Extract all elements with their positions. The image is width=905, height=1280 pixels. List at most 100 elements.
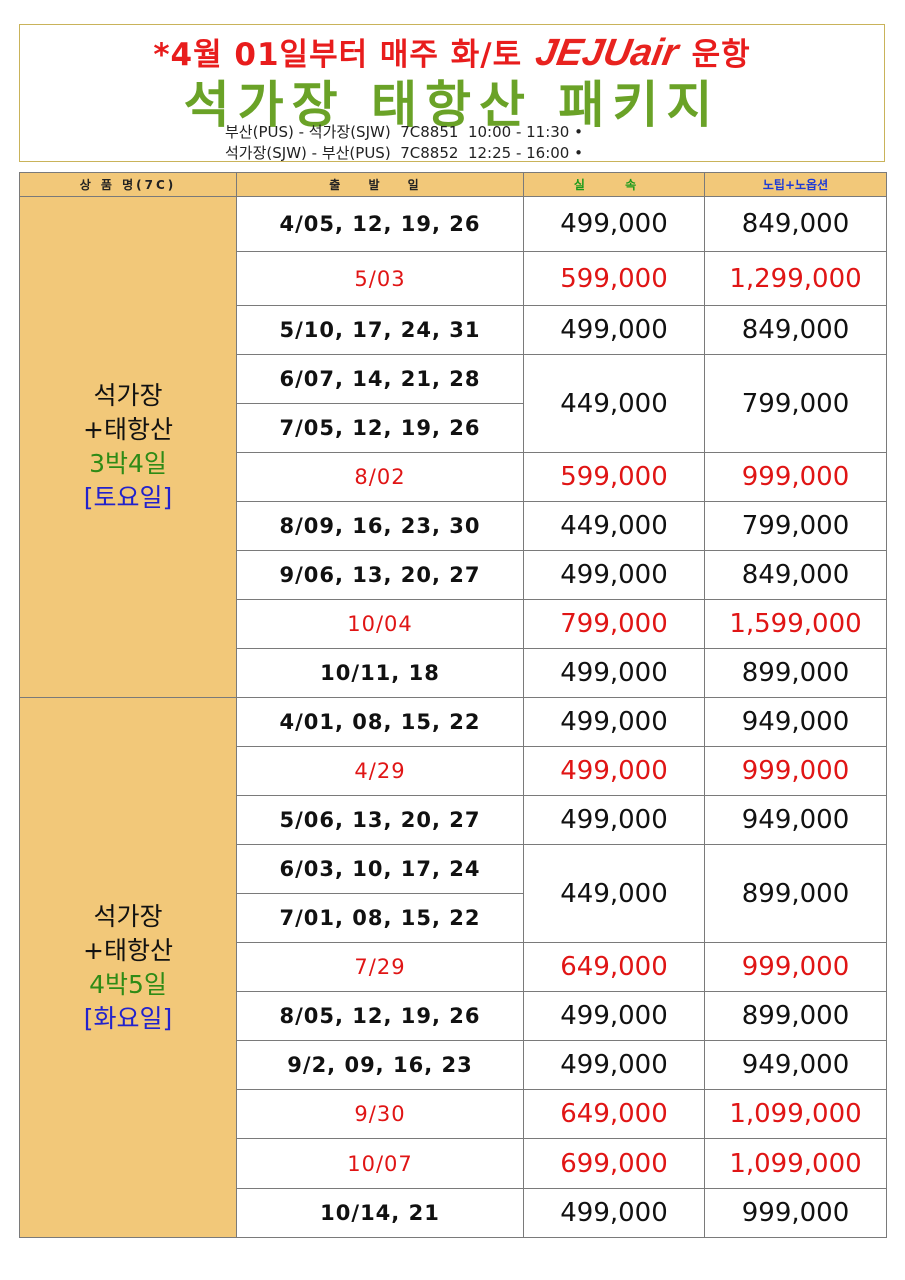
table-row: 7/29 649,000 999,000 <box>20 942 887 992</box>
no-tip-price-cell: 949,000 <box>704 795 887 845</box>
basic-price-cell: 499,000 <box>523 305 705 355</box>
table-row: 5/03 599,000 1,299,000 <box>20 251 887 306</box>
table-row: 8/09, 16, 23, 30 449,000 799,000 <box>20 501 887 551</box>
basic-price-cell: 799,000 <box>523 599 705 649</box>
product-departure-day: [토요일] <box>83 483 173 512</box>
table-row: 석가장 +태항산 4박5일 [화요일] 4/01, 08, 15, 22 499,000 9… <box>19 697 887 1238</box>
col-header-no-tip-price: 노팁+노옵션 <box>704 172 887 197</box>
departure-dates-cell: 7/29 <box>236 942 524 992</box>
product-name-line1: 석가장 <box>93 901 163 931</box>
col-header-product: 상 품 명(7C) <box>19 172 237 197</box>
header-box: *4월 01일부터 매주 화/토 JEJUair 운항 석가장 태항산 패키지 부산… <box>19 24 885 162</box>
basic-price-cell: 599,000 <box>523 452 705 502</box>
departure-dates-cell: 5/06, 13, 20, 27 <box>236 795 524 845</box>
departure-dates-cell: 9/2, 09, 16, 23 <box>236 1040 524 1090</box>
table-header-row: 상 품 명(7C) 출 발 일 실 속 노팁+노옵션 <box>19 172 887 197</box>
basic-price-cell: 499,000 <box>523 550 705 600</box>
departure-dates-cell: 10/14, 21 <box>236 1188 524 1238</box>
product-duration: 4박5일 <box>89 969 167 999</box>
product-name-line2: +태항산 <box>83 935 173 965</box>
no-tip-price-cell: 849,000 <box>704 550 887 600</box>
table-row: 6/07, 14, 21, 28 449,000 799,000 <box>20 354 887 453</box>
table-row: 8/05, 12, 19, 26 499,000 899,000 <box>20 991 887 1041</box>
basic-price-cell: 499,000 <box>523 196 705 252</box>
no-tip-price-cell: 999,000 <box>704 942 887 992</box>
basic-price-cell: 699,000 <box>523 1138 705 1189</box>
table-body: 석가장 +태항산 3박4일 [토요일] 4/05, 12, 19, 26 499,000 8… <box>19 196 887 1238</box>
table-row: 10/07 699,000 1,099,000 <box>20 1138 887 1189</box>
table-row: 10/11, 18 499,000 899,000 <box>20 648 887 698</box>
no-tip-price-cell: 1,299,000 <box>704 251 887 306</box>
table-row: 7/01, 08, 15, 22 <box>20 893 887 943</box>
table-row: 9/06, 13, 20, 27 499,000 849,000 <box>20 550 887 600</box>
page-title: 석가장 태항산 패키지 <box>183 76 721 134</box>
basic-price-cell: 499,000 <box>523 1188 705 1238</box>
departure-dates-cell: 9/30 <box>236 1089 524 1139</box>
no-tip-price-cell: 899,000 <box>704 648 887 698</box>
departure-dates-cell: 10/07 <box>236 1138 524 1189</box>
no-tip-price-cell: 949,000 <box>704 697 887 747</box>
notice-suffix: 운항 <box>691 37 751 73</box>
departure-dates-cell: 7/01, 08, 15, 22 <box>236 893 524 943</box>
product-departure-day: [화요일] <box>83 1003 173 1033</box>
table-row: 5/10, 17, 24, 31 499,000 849,000 <box>20 305 887 355</box>
departure-dates-cell: 8/09, 16, 23, 30 <box>236 501 524 551</box>
departure-dates-cell: 8/02 <box>236 452 524 502</box>
departure-dates-cell: 7/05, 12, 19, 26 <box>236 403 524 453</box>
table-row: 6/03, 10, 17, 24 449,000 899,000 <box>20 844 887 943</box>
departure-dates-cell: 4/01, 08, 15, 22 <box>236 697 524 747</box>
basic-price-cell: 499,000 <box>523 697 705 747</box>
departure-dates-cell: 6/07, 14, 21, 28 <box>236 354 524 404</box>
product-duration: 3박4일 <box>89 449 167 478</box>
no-tip-price-cell: 849,000 <box>704 196 887 252</box>
basic-price-cell: 499,000 <box>523 648 705 698</box>
no-tip-price-cell: 1,099,000 <box>704 1138 887 1189</box>
no-tip-price-cell: 999,000 <box>704 746 887 796</box>
basic-price-cell: 499,000 <box>523 1040 705 1090</box>
no-tip-price-cell: 799,000 <box>704 501 887 551</box>
no-tip-price-cell: 799,000 <box>704 354 887 453</box>
departure-dates-cell: 8/05, 12, 19, 26 <box>236 991 524 1041</box>
departure-dates-cell: 9/06, 13, 20, 27 <box>236 550 524 600</box>
product-name-line2: +태항산 <box>83 415 173 444</box>
basic-price-cell: 449,000 <box>523 354 705 453</box>
no-tip-price-cell: 1,599,000 <box>704 599 887 649</box>
no-tip-price-cell: 849,000 <box>704 305 887 355</box>
no-tip-price-cell: 949,000 <box>704 1040 887 1090</box>
col-header-basic-price: 실 속 <box>523 172 705 197</box>
basic-price-cell: 499,000 <box>523 746 705 796</box>
no-tip-price-cell: 899,000 <box>704 844 887 943</box>
departure-dates-cell: 10/11, 18 <box>236 648 524 698</box>
basic-price-cell: 599,000 <box>523 251 705 306</box>
departure-dates-cell: 6/03, 10, 17, 24 <box>236 844 524 894</box>
schedule-notice: *4월 01일부터 매주 화/토 JEJUair 운항 <box>20 29 884 75</box>
table-row: 8/02 599,000 999,000 <box>20 452 887 502</box>
col-header-departure: 출 발 일 <box>236 172 524 197</box>
table-row: 4/29 499,000 999,000 <box>20 746 887 796</box>
table-row: 10/04 799,000 1,599,000 <box>20 599 887 649</box>
no-tip-price-cell: 1,099,000 <box>704 1089 887 1139</box>
basic-price-cell: 449,000 <box>523 844 705 943</box>
table-row: 9/30 649,000 1,099,000 <box>20 1089 887 1139</box>
basic-price-cell: 499,000 <box>523 795 705 845</box>
notice-prefix: *4월 01일부터 매주 화/토 <box>153 37 523 73</box>
departure-dates-cell: 5/10, 17, 24, 31 <box>236 305 524 355</box>
departure-dates-cell: 10/04 <box>236 599 524 649</box>
price-table: 상 품 명(7C) 출 발 일 실 속 노팁+노옵션 석가장 +태항산 3박4일 [토… <box>19 172 887 1238</box>
departure-dates-cell: 4/29 <box>236 746 524 796</box>
flight-return: 석가장(SJW) - 부산(PUS) 7C8852 12:25 - 16:00 … <box>225 144 583 162</box>
basic-price-cell: 449,000 <box>523 501 705 551</box>
basic-price-cell: 649,000 <box>523 942 705 992</box>
no-tip-price-cell: 999,000 <box>704 1188 887 1238</box>
departure-dates-cell: 4/05, 12, 19, 26 <box>236 196 524 252</box>
product-name-cell: 석가장 +태항산 3박4일 [토요일] <box>19 196 237 698</box>
no-tip-price-cell: 999,000 <box>704 452 887 502</box>
product-name-cell: 석가장 +태항산 4박5일 [화요일] <box>19 697 237 1238</box>
no-tip-price-cell: 899,000 <box>704 991 887 1041</box>
product-name-line1: 석가장 <box>93 381 163 410</box>
table-row: 5/06, 13, 20, 27 499,000 949,000 <box>20 795 887 845</box>
table-row: 석가장 +태항산 3박4일 [토요일] 4/05, 12, 19, 26 499,000 8… <box>19 196 887 698</box>
basic-price-cell: 499,000 <box>523 991 705 1041</box>
table-row: 10/14, 21 499,000 999,000 <box>20 1188 887 1238</box>
departure-dates-cell: 5/03 <box>236 251 524 306</box>
